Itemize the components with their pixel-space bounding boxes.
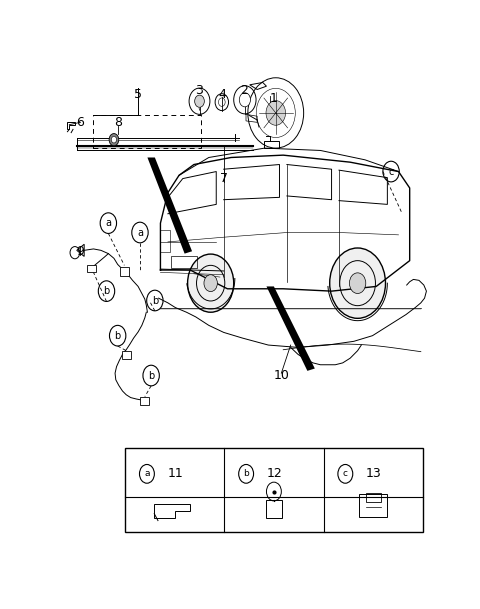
Text: b: b <box>115 331 121 340</box>
Bar <box>160 230 170 252</box>
Circle shape <box>188 254 234 312</box>
Bar <box>171 256 197 268</box>
Circle shape <box>109 133 119 146</box>
Circle shape <box>204 275 217 292</box>
Bar <box>122 351 131 359</box>
Text: 3: 3 <box>195 85 204 97</box>
Text: 11: 11 <box>168 467 183 481</box>
Text: 8: 8 <box>114 116 121 129</box>
Bar <box>87 265 96 272</box>
Bar <box>366 493 381 502</box>
Circle shape <box>349 273 366 294</box>
Text: 2: 2 <box>240 85 248 97</box>
Bar <box>125 448 423 532</box>
Text: 6: 6 <box>76 116 84 129</box>
Text: 4: 4 <box>218 88 226 100</box>
Circle shape <box>111 136 117 143</box>
Circle shape <box>266 100 286 125</box>
Polygon shape <box>266 286 315 371</box>
Text: c: c <box>388 166 394 177</box>
Text: a: a <box>106 218 111 228</box>
Text: b: b <box>103 286 109 296</box>
Text: b: b <box>148 370 154 381</box>
Text: 9: 9 <box>76 245 84 258</box>
Circle shape <box>330 248 385 319</box>
Text: 10: 10 <box>274 369 289 382</box>
Bar <box>140 396 149 405</box>
Text: c: c <box>343 470 348 478</box>
Text: a: a <box>137 228 143 238</box>
Text: 13: 13 <box>366 467 382 481</box>
Text: b: b <box>243 470 249 478</box>
Bar <box>120 267 129 276</box>
Polygon shape <box>147 158 192 253</box>
Circle shape <box>240 93 251 107</box>
Text: 5: 5 <box>134 88 142 100</box>
Text: 1: 1 <box>270 93 278 105</box>
Text: 7: 7 <box>220 172 228 185</box>
Text: 12: 12 <box>266 467 282 481</box>
Circle shape <box>195 95 204 107</box>
Bar <box>94 115 202 148</box>
Bar <box>359 495 387 517</box>
Text: b: b <box>152 295 158 306</box>
Bar <box>266 501 282 518</box>
Text: a: a <box>144 470 150 478</box>
